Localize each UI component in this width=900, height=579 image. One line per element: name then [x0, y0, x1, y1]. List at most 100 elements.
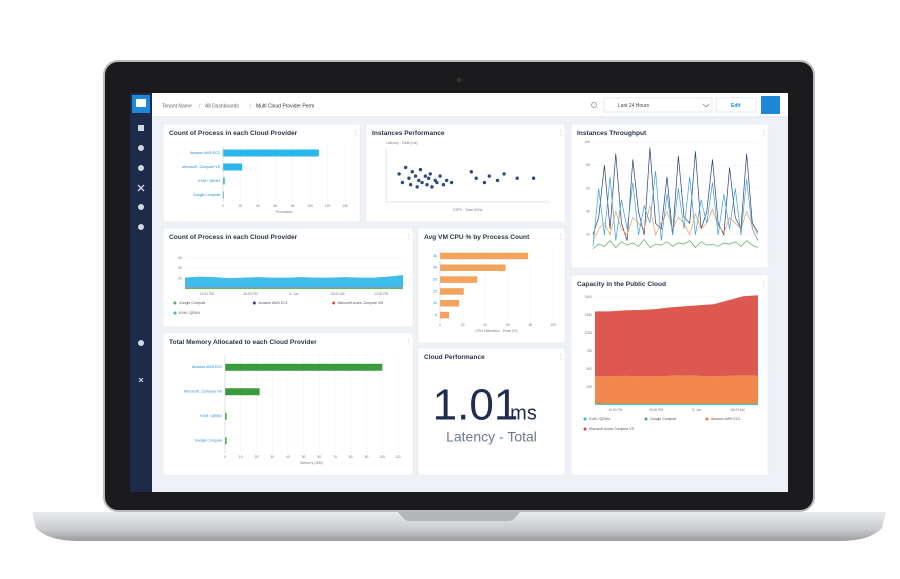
panel-menu[interactable]: ⋮ [761, 282, 767, 288]
series-line [592, 147, 759, 241]
scatter-point [435, 180, 439, 185]
x-tick-label: 60 [506, 323, 510, 327]
panel-menu[interactable]: ⋮ [406, 340, 412, 346]
y-axis-label: Latency - Total (ms) [386, 141, 418, 145]
scatter-point [425, 183, 429, 187]
nav-user[interactable] [138, 340, 144, 346]
bar [440, 288, 464, 295]
bar [223, 163, 243, 171]
x-tick-label: 80 [529, 323, 533, 327]
x-tick-label: 06:00 PM [649, 408, 663, 412]
scatter-point [444, 178, 449, 183]
legend-swatch [705, 417, 709, 421]
stat-unit: ms [510, 402, 537, 424]
x-tick-label: 06:00 AM [331, 292, 345, 296]
bar [225, 363, 383, 371]
panel-menu[interactable]: ⋮ [558, 235, 564, 241]
scatter-point [420, 180, 424, 185]
laptop-base [32, 512, 886, 541]
scatter-point [410, 170, 414, 174]
y-tick-label: 40 [433, 254, 437, 258]
bar [440, 276, 478, 283]
scatter-point [469, 170, 473, 174]
y-tick-label: 40 [586, 209, 590, 213]
nav-tools[interactable] [137, 184, 145, 192]
apps-button[interactable] [761, 96, 780, 114]
panels: Count of Process in each Cloud Provider ⋮… [162, 123, 769, 476]
nav-item[interactable] [138, 145, 144, 151]
x-axis-label: IOPS - Total (IO/s) [453, 208, 482, 212]
y-tick-label: 15 [433, 289, 437, 293]
panel [162, 123, 361, 223]
x-tick-label: 40 [483, 323, 487, 327]
nav-item[interactable] [138, 165, 144, 171]
area [595, 404, 758, 405]
panel-title: Total Memory Allocated to each Cloud Pro… [169, 339, 317, 346]
x-tick-label: 0 [222, 204, 224, 208]
edit-button[interactable] [715, 97, 757, 113]
bar [223, 177, 225, 185]
bar [440, 299, 460, 307]
nav-close[interactable] [138, 377, 144, 383]
y-tick-label: Amazon AWS EC2 [192, 365, 222, 369]
x-tick-label: 5. Jun [692, 408, 701, 412]
y-tick-label: 30 [433, 266, 437, 270]
scatter-point [397, 172, 401, 176]
scatter-point [400, 180, 405, 185]
bar [440, 264, 506, 272]
scatter-point [430, 185, 434, 189]
scatter-point [487, 174, 492, 178]
breadcrumb-separator: / [199, 103, 201, 109]
x-axis-label: Memory (GiB) [300, 461, 322, 465]
area [185, 287, 403, 289]
time-range-select[interactable] [603, 97, 713, 113]
y-tick-label: 60 [178, 256, 182, 260]
x-tick-label: 20 [461, 323, 465, 327]
legend-label: KVM / QEMU [589, 417, 610, 421]
legend-swatch [583, 427, 587, 431]
series-line [592, 205, 759, 241]
legend-swatch [583, 417, 587, 421]
panel-menu[interactable]: ⋮ [353, 131, 359, 137]
x-tick-label: 100 [307, 204, 313, 208]
y-tick-label: 250 [586, 385, 592, 389]
panel-menu[interactable]: ⋮ [558, 355, 564, 361]
x-tick-label: 12:00 PM [374, 292, 388, 296]
scatter-point [415, 185, 419, 189]
x-tick-label: 12:00 PM [608, 408, 622, 412]
panel-menu[interactable]: ⋮ [761, 131, 767, 137]
nav-item[interactable] [138, 204, 144, 210]
nav-info[interactable] [138, 224, 144, 230]
x-tick-label: 06:00 PM [243, 292, 257, 296]
y-tick-label: 5 [435, 313, 437, 317]
y-tick-label: KVM / QEMU [198, 179, 220, 183]
x-tick-label: 50 [302, 455, 306, 459]
breadcrumb-item[interactable]: All Dashboards [205, 103, 239, 109]
panel-title: Capacity in the Public Cloud [577, 281, 666, 288]
stat-label: Latency - Total [446, 429, 537, 445]
series-line [592, 170, 759, 247]
x-tick-label: 100 [380, 455, 386, 459]
nav-home[interactable] [138, 125, 144, 131]
panel-menu[interactable]: ⋮ [558, 131, 564, 137]
x-tick-label: 06:00 AM [731, 408, 745, 412]
search-icon[interactable] [591, 102, 597, 108]
legend-label: Microsoft Azure Compute VM [338, 301, 384, 305]
x-tick-label: 5. Jun [290, 292, 299, 296]
x-tick-label: 20 [255, 455, 259, 459]
stat-value: 1.01 [433, 381, 519, 430]
panel-title: Count of Process in each Cloud Provider [169, 234, 298, 241]
x-tick-label: 60 [273, 204, 277, 208]
x-axis-label: Processes [276, 210, 293, 214]
scatter-point [495, 178, 500, 183]
sidebar [130, 93, 152, 492]
scatter-point [408, 183, 413, 187]
panel-title: Instances Throughput [577, 130, 647, 137]
breadcrumb-item[interactable]: Tenant Name [162, 103, 192, 109]
x-tick-label: 70 [333, 455, 337, 459]
logo-mark [136, 99, 146, 107]
scatter-point [515, 176, 519, 180]
dropdown-caret [702, 103, 710, 108]
panel-menu[interactable]: ⋮ [406, 235, 412, 241]
panel [417, 347, 566, 476]
